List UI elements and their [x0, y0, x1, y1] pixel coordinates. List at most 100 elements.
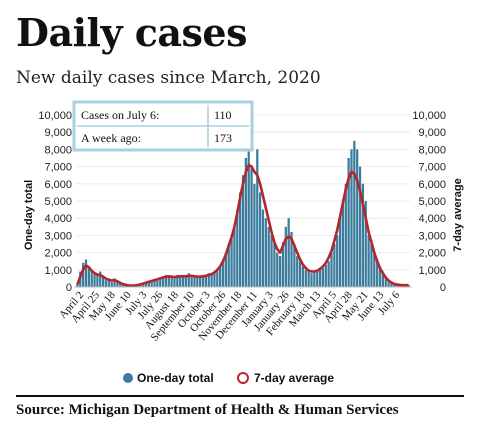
bar-one-day-total [144, 282, 148, 287]
bar-one-day-total [378, 266, 382, 287]
bar-one-day-total [264, 218, 267, 287]
y-tick-label-right: 10,000 [412, 110, 446, 122]
bar-one-day-total [204, 275, 208, 287]
bar-one-day-total [370, 244, 373, 287]
bar-one-day-total [347, 158, 350, 287]
bar-one-day-total [193, 276, 196, 287]
y-tick-label-right: 5,000 [418, 196, 446, 208]
bar-one-day-total [184, 274, 188, 287]
bar-one-day-total [350, 149, 353, 287]
bar-one-day-total [373, 252, 376, 287]
y-tick-label-left: 3,000 [44, 230, 72, 242]
bar-one-day-total [107, 278, 110, 287]
bar-one-day-total [141, 283, 145, 287]
bar-one-day-total [199, 276, 202, 287]
bars-one-day-total [76, 120, 410, 287]
y-tick-label-left: 2,000 [44, 248, 72, 260]
bar-one-day-total [181, 276, 185, 287]
y-tick-label-left: 10,000 [38, 110, 72, 122]
page-title: Daily cases [16, 10, 247, 55]
y-tick-label-right: 7,000 [418, 162, 446, 174]
bar-one-day-total [113, 278, 116, 287]
bar-one-day-total [296, 256, 299, 287]
bar-one-day-total [207, 273, 210, 287]
bar-one-day-total [338, 218, 342, 287]
source-note: Source: Michigan Department of Health & … [16, 402, 399, 418]
bar-one-day-total [233, 226, 236, 287]
bar-one-day-total [156, 279, 159, 287]
page-subtitle: New daily cases since March, 2020 [16, 68, 321, 88]
info-label-today: Cases on July 6: [81, 108, 159, 122]
bar-one-day-total [224, 252, 227, 287]
y-tick-label-right: 3,000 [418, 230, 446, 242]
bar-one-day-total [213, 271, 216, 287]
bar-one-day-total [176, 274, 179, 287]
bar-one-day-total [356, 149, 359, 287]
y-tick-label-left: 9,000 [44, 127, 72, 139]
bar-one-day-total [281, 242, 285, 287]
bar-one-day-total [327, 261, 330, 287]
bar-one-day-total [253, 183, 256, 287]
legend-label-7-day-average: 7-day average [254, 371, 334, 385]
info-box: Cases on July 6: 110 A week ago: 173 [72, 100, 254, 152]
bar-one-day-total [116, 281, 119, 287]
info-value-today: 110 [214, 108, 232, 122]
info-label-week-ago: A week ago: [81, 131, 141, 145]
y-tick-label-right: 4,000 [418, 213, 446, 225]
bar-one-day-total [159, 278, 162, 287]
bar-one-day-total [298, 261, 302, 287]
bar-one-day-total [387, 280, 390, 287]
bar-one-day-total [376, 259, 379, 287]
bar-one-day-total [170, 277, 173, 287]
bar-one-day-total [344, 183, 347, 287]
bar-one-day-total [324, 264, 327, 287]
bar-one-day-total [76, 283, 79, 287]
bar-one-day-total [121, 284, 125, 287]
bar-one-day-total [216, 269, 219, 287]
bar-one-day-total [353, 140, 356, 287]
bar-one-day-total [341, 201, 345, 287]
bar-one-day-total [161, 276, 165, 287]
y-tick-label-left: 8,000 [44, 144, 72, 156]
y-tick-label-right: 0 [440, 282, 446, 294]
bar-one-day-total [179, 275, 182, 287]
bar-one-day-total [384, 276, 387, 287]
bar-one-day-total [230, 235, 233, 287]
legend-label-one-day-total: One-day total [137, 371, 214, 385]
bar-one-day-total [304, 269, 307, 287]
bar-one-day-total [82, 262, 85, 287]
bar-one-day-total [358, 166, 362, 287]
bar-one-day-total [259, 192, 262, 287]
y-tick-label-right: 6,000 [418, 179, 446, 191]
bar-one-day-total [276, 252, 279, 287]
y-tick-label-right: 9,000 [418, 127, 446, 139]
bar-one-day-total [147, 281, 150, 287]
bar-one-day-total [150, 280, 153, 287]
bar-one-day-total [318, 269, 322, 287]
bar-one-day-total [261, 209, 265, 287]
bar-one-day-total [87, 266, 90, 287]
footer-rule [16, 395, 464, 397]
legend: One-day total 7-day average [123, 371, 334, 385]
bar-one-day-total [333, 244, 336, 287]
bar-one-day-total [393, 283, 396, 287]
bar-one-day-total [330, 252, 333, 287]
bar-one-day-total [287, 218, 290, 287]
bar-one-day-total [316, 271, 319, 287]
bar-one-day-total [221, 261, 225, 287]
bar-one-day-total [361, 183, 365, 287]
bar-one-day-total [196, 277, 199, 287]
bar-one-day-total [93, 273, 96, 287]
y-tick-label-right: 1,000 [418, 265, 446, 277]
y-axis-right-label: 7-day average [452, 178, 464, 251]
bar-one-day-total [247, 120, 250, 287]
line-7-day-average [76, 163, 409, 287]
bar-one-day-total [96, 274, 99, 287]
bar-one-day-total [164, 274, 168, 287]
bar-one-day-total [244, 158, 247, 287]
bar-one-day-total [173, 276, 176, 287]
bar-one-day-total [101, 276, 105, 287]
bar-one-day-total [104, 280, 108, 287]
bar-one-day-total [241, 175, 245, 287]
